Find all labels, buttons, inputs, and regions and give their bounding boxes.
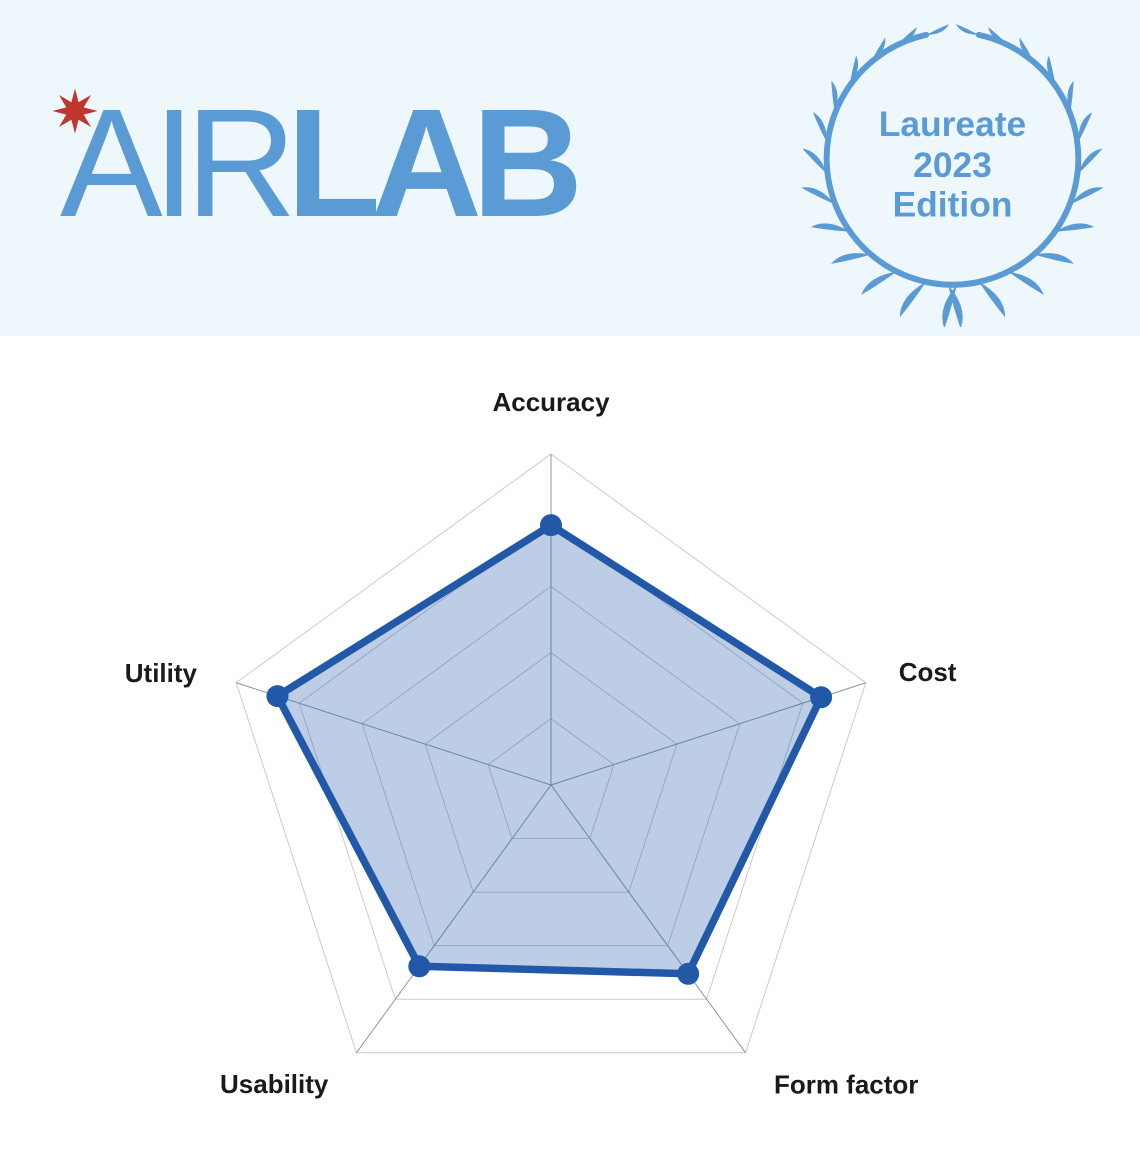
svg-text:Form factor: Form factor (774, 1070, 918, 1100)
svg-text:2023: 2023 (913, 146, 992, 185)
svg-text:Laureate: Laureate (879, 105, 1026, 144)
svg-text:Edition: Edition (893, 186, 1013, 225)
svg-text:Utility: Utility (125, 658, 198, 688)
svg-text:Cost: Cost (899, 657, 957, 687)
svg-text:Usability: Usability (220, 1069, 329, 1099)
svg-text:Accuracy: Accuracy (492, 387, 610, 417)
